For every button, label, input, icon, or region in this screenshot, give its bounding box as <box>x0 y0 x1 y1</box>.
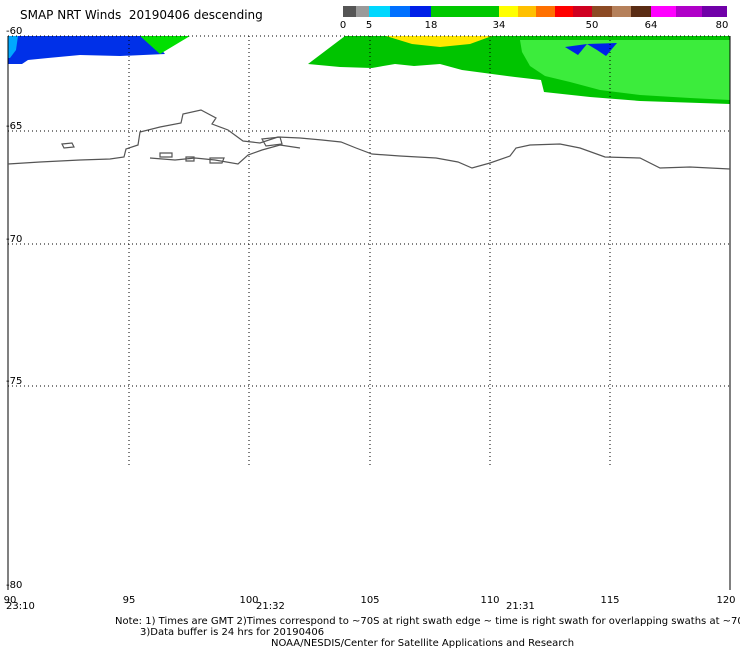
map-border <box>7 35 731 590</box>
colorbar-swatch-3-1 <box>517 6 537 17</box>
lon-label-90: 90 <box>3 595 17 606</box>
map-title: SMAP NRT Winds 20190406 descending <box>20 8 263 22</box>
colorbar-swatch-1-0 <box>369 6 391 17</box>
swath-time-2: 21:32 <box>256 601 285 612</box>
colorbar-swatch-4-1 <box>611 6 632 17</box>
lat-label--75: -75 <box>6 376 23 387</box>
colorbar-label-0: 0 <box>339 20 347 31</box>
swath-blue-patch-2 <box>587 43 617 56</box>
colorbar-swatch-1-1 <box>389 6 411 17</box>
colorbar-swatch-0-1 <box>356 6 370 17</box>
colorbar-swatch-4-2 <box>631 6 652 17</box>
colorbar-label-64: 64 <box>644 20 658 31</box>
swath-time-3: 21:31 <box>506 601 535 612</box>
wind-swaths <box>8 36 730 104</box>
colorbar-swatch-4-0 <box>592 6 613 17</box>
colorbar-swatch-1-2 <box>410 6 432 17</box>
colorbar-swatch-2-0 <box>431 6 500 17</box>
swath-yellow <box>386 36 492 47</box>
swath-left-green <box>140 36 190 54</box>
colorbar-swatch-5-2 <box>701 6 728 17</box>
swath-time-1: 23:10 <box>6 601 35 612</box>
swath-left-blue <box>8 36 165 64</box>
colorbar-swatch-3-4 <box>573 6 593 17</box>
colorbar-label-50: 50 <box>585 20 599 31</box>
credit-line: NOAA/NESDIS/Center for Satellite Applica… <box>271 638 575 649</box>
colorbar-swatch-0-0 <box>343 6 357 17</box>
colorbar-swatch-3-3 <box>554 6 574 17</box>
colorbar-swatch-5-1 <box>676 6 703 17</box>
colorbar-label-18: 18 <box>424 20 438 31</box>
graticule <box>8 36 730 465</box>
colorbar-swatch-5-0 <box>651 6 677 17</box>
lon-label-115: 115 <box>600 595 620 606</box>
lon-label-110: 110 <box>480 595 500 606</box>
colorbar-label-80: 80 <box>715 20 729 31</box>
colorbar-swatch-3-2 <box>536 6 556 17</box>
colorbar-label-5: 5 <box>365 20 373 31</box>
note-line-2: 3)Data buffer is 24 hrs for 20190406 <box>140 627 325 638</box>
lon-label-120: 120 <box>716 595 736 606</box>
colorbar-label-34: 34 <box>492 20 506 31</box>
swath-left-cyan-edge <box>8 36 18 58</box>
lon-label-105: 105 <box>360 595 380 606</box>
lat-label--65: -65 <box>6 121 23 132</box>
antarctic-coastline <box>7 109 731 170</box>
note-line-1: Note: 1) Times are GMT 2)Times correspon… <box>115 616 740 627</box>
lat-label--60: -60 <box>6 26 23 37</box>
swath-right-lightgreen <box>520 40 730 100</box>
swath-blue-patch-1 <box>565 44 587 55</box>
lat-label--80: -80 <box>6 580 23 591</box>
lat-label--70: -70 <box>6 234 23 245</box>
lon-label-100: 100 <box>239 595 259 606</box>
colorbar-swatch-3-0 <box>499 6 519 17</box>
lon-label-95: 95 <box>122 595 136 606</box>
